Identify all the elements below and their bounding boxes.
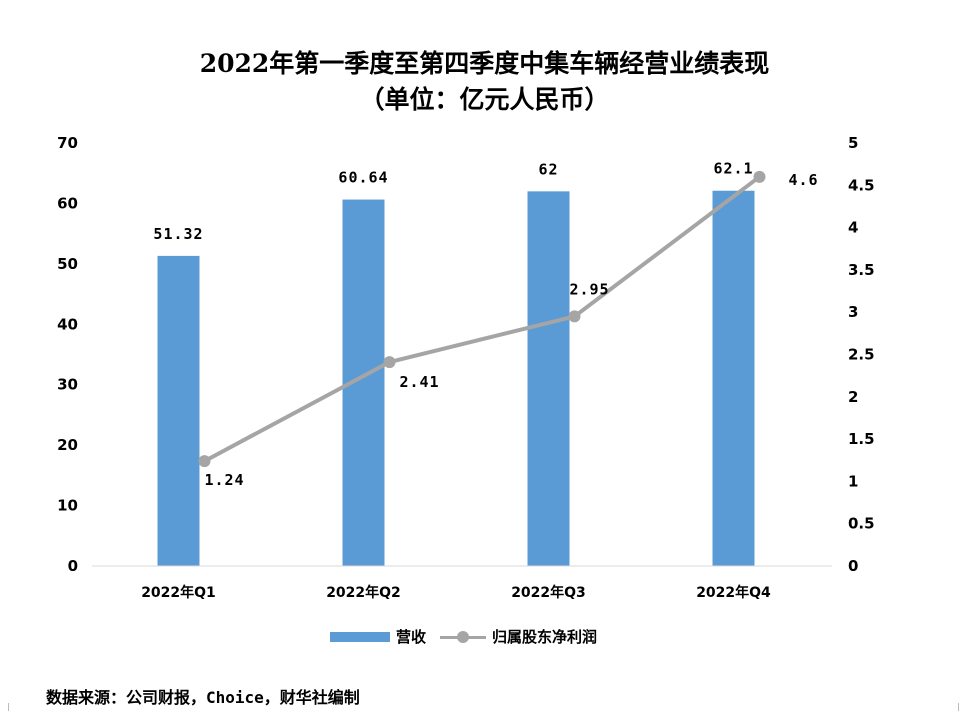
y-right-tick-label: 0.5 (848, 515, 875, 533)
line-point (383, 356, 396, 369)
x-tick-label: 2022年Q4 (696, 584, 771, 601)
y-right-tick-label: 2 (848, 388, 858, 406)
y-right-tick-label: 3 (848, 303, 858, 321)
chart-title: 2022年第一季度至第四季度中集车辆经营业绩表现 (199, 49, 770, 78)
bar-data-label: 62 (538, 160, 558, 178)
y-right-tick-label: 1.5 (848, 430, 875, 448)
y-right-tick-label: 3.5 (848, 261, 875, 279)
legend-label-revenue: 营收 (396, 628, 427, 646)
y-right-tick-label: 5 (848, 134, 858, 152)
y-right-tick-label: 0 (848, 557, 858, 575)
line-series (203, 175, 761, 463)
x-tick-label: 2022年Q3 (511, 584, 586, 601)
y-right-tick-label: 2.5 (848, 346, 875, 364)
line-point (753, 170, 766, 183)
y-left-tick-label: 40 (57, 315, 78, 333)
corner-mark (958, 703, 967, 711)
line-point (568, 310, 581, 323)
chart-subtitle: （单位：亿元人民币） (359, 85, 610, 114)
x-tick-label: 2022年Q1 (141, 584, 216, 601)
bar (712, 190, 755, 566)
bar (527, 191, 570, 567)
legend-item-profit: 归属股东净利润 (440, 626, 597, 647)
bar-data-label: 51.32 (153, 225, 203, 243)
legend-swatch-line (440, 630, 487, 644)
y-right-tick-label: 4.5 (848, 176, 875, 194)
line-data-label: 4.6 (788, 171, 818, 189)
y-left-tick-label: 10 (57, 497, 78, 515)
source-note: 数据来源：公司财报，Choice，财华社编制 (46, 688, 360, 707)
y-left-tick-label: 60 (57, 194, 78, 212)
bar-data-label: 62.1 (713, 160, 753, 178)
line-data-label: 2.41 (399, 373, 439, 391)
bar-data-label: 60.64 (338, 169, 388, 187)
line-point (198, 455, 211, 468)
corner-mark (0, 703, 9, 711)
y-left-tick-label: 50 (57, 255, 78, 273)
line-data-label: 2.95 (569, 280, 609, 298)
y-left-tick-label: 30 (57, 376, 78, 394)
legend-item-revenue: 营收 (330, 626, 426, 647)
line-data-label: 1.24 (204, 471, 244, 489)
y-right-tick-label: 4 (848, 219, 858, 237)
legend-label-profit: 归属股东净利润 (492, 628, 598, 646)
x-tick-label: 2022年Q2 (326, 584, 401, 601)
legend: 营收 归属股东净利润 (330, 626, 611, 647)
y-right-tick-label: 1 (848, 472, 858, 490)
bar (157, 255, 200, 567)
y-left-tick-label: 20 (57, 436, 78, 454)
legend-swatch-bar (330, 631, 390, 642)
y-left-tick-label: 0 (68, 557, 78, 575)
y-left-tick-label: 70 (57, 134, 78, 152)
